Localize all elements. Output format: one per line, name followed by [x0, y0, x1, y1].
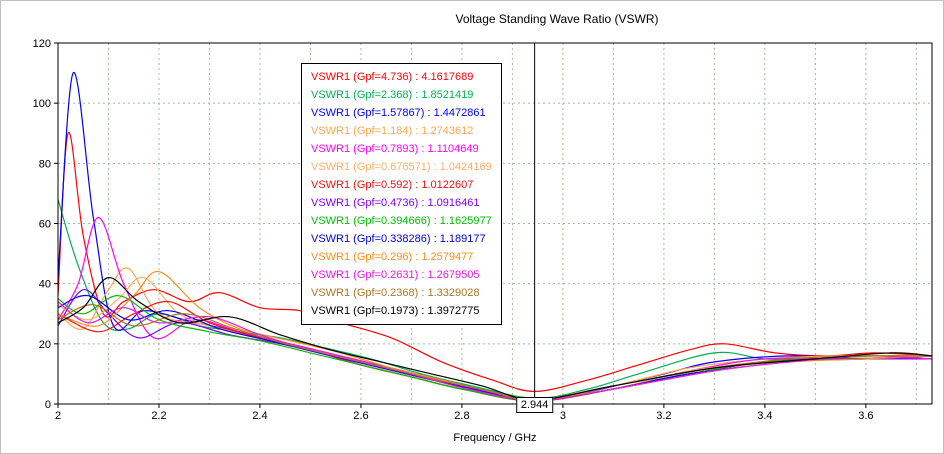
legend-entry-3: VSWR1 (Gpf=1.57867) : 1.4472861	[311, 107, 486, 119]
x-tick-label: 2.2	[151, 410, 166, 422]
legend-entry-1: VSWR1 (Gpf=4.736) : 4.1617689	[311, 71, 474, 83]
curve-series-2	[58, 198, 932, 399]
y-tick-label: 0	[45, 399, 51, 411]
legend-entry-2: VSWR1 (Gpf=2.368) : 1.8521419	[311, 89, 474, 101]
x-tick-label: 3.2	[656, 410, 671, 422]
marker-value-label[interactable]: 2.944	[515, 397, 554, 413]
x-axis-title: Frequency / GHz	[453, 432, 537, 444]
y-tick-label: 40	[39, 279, 51, 291]
legend-entry-12: VSWR1 (Gpf=0.2631) : 1.2679505	[311, 269, 480, 281]
curve-series-14	[58, 277, 932, 401]
y-tick-label: 60	[39, 219, 51, 231]
x-tick-label: 3	[560, 410, 566, 422]
curve-series-5	[58, 216, 932, 402]
x-tick-label: 2.4	[252, 410, 267, 422]
legend-entry-10: VSWR1 (Gpf=0.338286) : 1.189177	[311, 233, 486, 245]
x-tick-label: 3.6	[858, 410, 873, 422]
x-tick-label: 2.6	[353, 410, 368, 422]
y-tick-label: 20	[39, 339, 51, 351]
curves-group	[58, 72, 932, 402]
legend-entry-9: VSWR1 (Gpf=0.394666) : 1.1625977	[311, 215, 492, 227]
curve-series-13	[58, 304, 932, 401]
legend-entry-7: VSWR1 (Gpf=0.592) : 1.0122607	[311, 179, 474, 191]
legend-entry-11: VSWR1 (Gpf=0.296) : 1.2579477	[311, 251, 474, 263]
legend-entry-5: VSWR1 (Gpf=0.7893) : 1.1104649	[311, 143, 479, 155]
legend-entry-14: VSWR1 (Gpf=0.1973) : 1.3972775	[311, 305, 480, 317]
y-tick-label: 80	[39, 158, 51, 170]
x-tick-label: 2	[55, 410, 61, 422]
x-tick-label: 3.4	[757, 410, 772, 422]
legend-entry-4: VSWR1 (Gpf=1.184) : 1.2743612	[311, 125, 474, 137]
legend-entry-6: VSWR1 (Gpf=0.676571) : 1.0424169	[311, 161, 492, 173]
legend-box: VSWR1 (Gpf=4.736) : 4.1617689 VSWR1 (Gpf=…	[301, 63, 502, 325]
y-tick-label: 120	[33, 38, 51, 50]
legend-entry-8: VSWR1 (Gpf=0.4736) : 1.0916461	[311, 197, 480, 209]
legend-entry-13: VSWR1 (Gpf=0.2368) : 1.3329028	[311, 287, 480, 299]
y-tick-label: 100	[33, 98, 51, 110]
x-tick-label: 2.8	[454, 410, 469, 422]
chart-title: Voltage Standing Wave Ratio (VSWR)	[455, 12, 659, 26]
